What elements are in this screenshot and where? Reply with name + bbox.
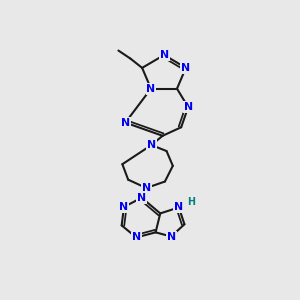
Text: N: N — [181, 63, 190, 73]
Text: N: N — [121, 118, 130, 128]
Text: N: N — [174, 202, 183, 212]
Text: N: N — [184, 102, 193, 112]
Text: N: N — [119, 202, 129, 212]
Text: N: N — [147, 140, 156, 150]
Text: N: N — [132, 232, 141, 242]
Text: H: H — [187, 197, 195, 207]
Text: N: N — [167, 232, 176, 242]
Text: N: N — [160, 50, 169, 60]
Text: N: N — [146, 84, 155, 94]
Text: N: N — [137, 193, 146, 203]
Text: N: N — [142, 183, 151, 193]
